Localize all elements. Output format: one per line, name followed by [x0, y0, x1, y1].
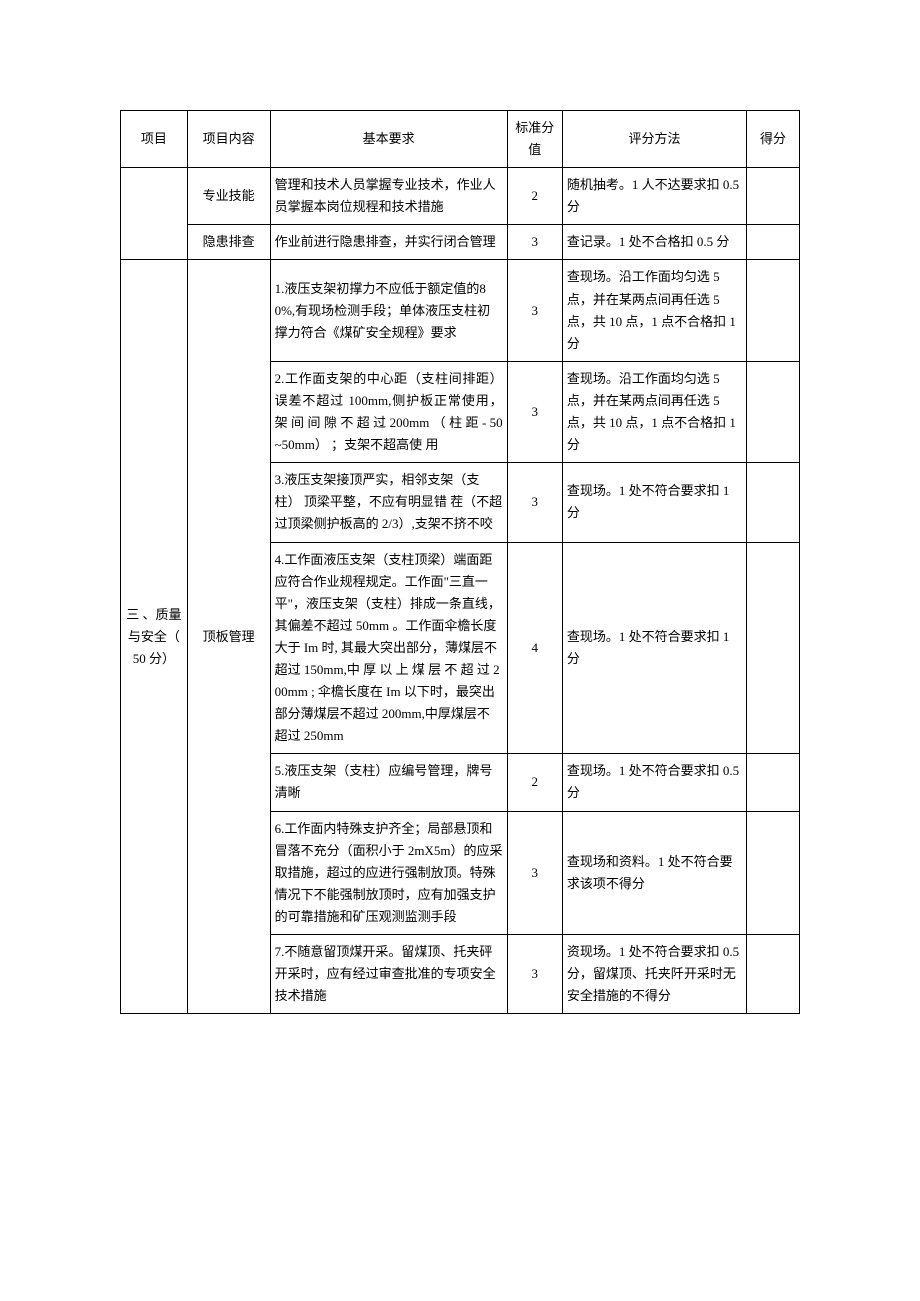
cell-got [747, 225, 800, 260]
table-row: 三 、质量与安全（ 50 分） 顶板管理 1.液压支架初撑力不应低于额定值的80… [121, 260, 800, 361]
scoring-table: 项目 项目内容 基本要求 标准分值 评分方法 得分 专业技能 管理和技术人员掌握… [120, 110, 800, 1014]
h-got: 得分 [747, 111, 800, 168]
cell-req: 1.液压支架初撑力不应低于额定值的80%,有现场检测手段；单体液压支柱初撑力符合… [270, 260, 507, 361]
cell-req: 4.工作面液压支架（支柱顶梁）端面距应符合作业规程规定。工作面"三直一平"，液压… [270, 542, 507, 754]
cell-content: 专业技能 [187, 168, 270, 225]
h-score: 标准分值 [507, 111, 562, 168]
cell-score: 3 [507, 225, 562, 260]
cell-req: 6.工作面内特殊支护齐全；局部悬顶和冒落不充分（面积小于 2mX5m）的应采取措… [270, 811, 507, 934]
cell-method: 查记录。1 处不合格扣 0.5 分 [562, 225, 746, 260]
cell-method: 随机抽考。1 人不达要求扣 0.5 分 [562, 168, 746, 225]
cell-method: 查现场。1 处不符合要求扣 0.5 分 [562, 754, 746, 811]
cell-score: 2 [507, 754, 562, 811]
cell-method: 查现场。沿工作面均匀选 5 点，并在某两点间再任选 5 点，共 10 点，1 点… [562, 260, 746, 361]
cell-got [747, 542, 800, 754]
cell-score: 4 [507, 542, 562, 754]
cell-got [747, 260, 800, 361]
table-row: 专业技能 管理和技术人员掌握专业技术，作业人员掌握本岗位规程和技术措施 2 随机… [121, 168, 800, 225]
cell-req: 3.液压支架接顶严实，相邻支架（支柱） 顶梁平整，不应有明显错 茬（不超过顶梁侧… [270, 463, 507, 542]
cell-method: 查现场。1 处不符合要求扣 1 分 [562, 463, 746, 542]
table-row: 隐患排查 作业前进行隐患排查，并实行闭合管理 3 查记录。1 处不合格扣 0.5… [121, 225, 800, 260]
cell-got [747, 754, 800, 811]
cell-score: 3 [507, 260, 562, 361]
cell-method: 查现场。1 处不符合要求扣 1 分 [562, 542, 746, 754]
cell-got [747, 935, 800, 1014]
cell-req: 5.液压支架（支柱）应编号管理，牌号清晰 [270, 754, 507, 811]
cell-method: 资现场。1 处不符合要求扣 0.5 分，留煤顶、托夹阡开采时无安全措施的不得分 [562, 935, 746, 1014]
cell-method: 查现场和资料。1 处不符合要求该项不得分 [562, 811, 746, 934]
cell-got [747, 168, 800, 225]
h-content: 项目内容 [187, 111, 270, 168]
cell-req: 7.不随意留顶煤开采。留煤顶、托夹砰开采时，应有经过审查批准的专项安全技术措施 [270, 935, 507, 1014]
cell-req: 管理和技术人员掌握专业技术，作业人员掌握本岗位规程和技术措施 [270, 168, 507, 225]
cell-score: 2 [507, 168, 562, 225]
cell-score: 3 [507, 463, 562, 542]
cell-got [747, 811, 800, 934]
cell-got [747, 361, 800, 462]
cell-score: 3 [507, 935, 562, 1014]
header-row: 项目 项目内容 基本要求 标准分值 评分方法 得分 [121, 111, 800, 168]
cell-req: 作业前进行隐患排查，并实行闭合管理 [270, 225, 507, 260]
cell-project-empty [121, 168, 188, 260]
cell-score: 3 [507, 361, 562, 462]
cell-content: 顶板管理 [187, 260, 270, 1014]
h-method: 评分方法 [562, 111, 746, 168]
h-requirement: 基本要求 [270, 111, 507, 168]
cell-score: 3 [507, 811, 562, 934]
cell-got [747, 463, 800, 542]
cell-content: 隐患排查 [187, 225, 270, 260]
cell-project: 三 、质量与安全（ 50 分） [121, 260, 188, 1014]
cell-method: 查现场。沿工作面均匀选 5 点，并在某两点间再任选 5 点，共 10 点，1 点… [562, 361, 746, 462]
h-project: 项目 [121, 111, 188, 168]
cell-req: 2.工作面支架的中心距（支柱间排距）误差不超过 100mm,侧护板正常使用， 架… [270, 361, 507, 462]
